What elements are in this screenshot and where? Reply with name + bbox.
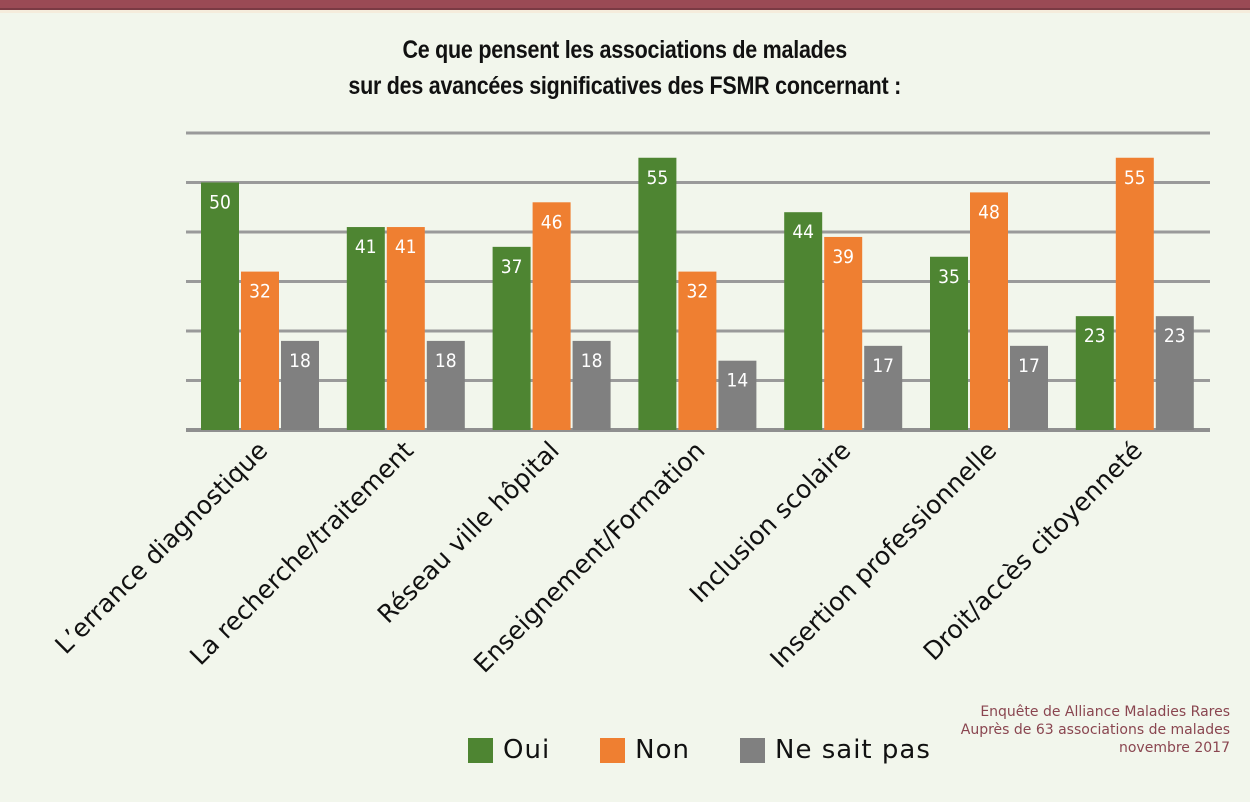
bar-oui-2 [492, 246, 531, 430]
chart-title-line1: Ce que pensent les associations de malad… [402, 36, 848, 64]
data-label-oui-0: 50 [209, 192, 231, 214]
bar-ne-sait-pas-4 [864, 345, 903, 430]
bars [201, 157, 1194, 430]
bar-ne-sait-pas-2 [572, 340, 611, 430]
data-label-ne-sait-pas-6: 23 [1164, 325, 1186, 347]
legend: Oui Non Ne sait pas [468, 735, 981, 765]
data-label-non-0: 32 [249, 281, 271, 303]
data-label-oui-5: 35 [938, 266, 960, 288]
bar-non-0 [241, 271, 279, 430]
data-label-non-2: 46 [541, 211, 563, 233]
legend-label-oui: Oui [503, 735, 551, 765]
source-line-2: Auprès de 63 associations de malades [960, 722, 1230, 738]
bar-non-2 [532, 202, 571, 430]
chart-title-line2: sur des avancées significatives des FSMR… [348, 72, 902, 100]
bar-oui-1 [346, 227, 385, 430]
data-label-non-4: 39 [832, 246, 854, 268]
data-label-non-1: 41 [395, 236, 417, 258]
x-tick-label-4: Inclusion scolaire [684, 436, 857, 609]
top-banner [0, 0, 1250, 10]
legend-label-ne-sait-pas: Ne sait pas [775, 735, 931, 765]
bar-oui-5 [930, 256, 968, 430]
source-line-1: Enquête de Alliance Maladies Rares [980, 704, 1230, 720]
legend-label-non: Non [635, 735, 691, 765]
bar-non-3 [678, 271, 717, 430]
data-label-ne-sait-pas-0: 18 [289, 350, 311, 372]
legend-item-non: Non [600, 735, 690, 765]
data-label-ne-sait-pas-4: 17 [872, 355, 894, 377]
bar-oui-0 [201, 182, 239, 430]
bar-oui-4 [784, 212, 823, 430]
data-label-oui-2: 37 [501, 256, 523, 278]
data-label-non-6: 55 [1124, 167, 1146, 189]
source-note: Enquête de Alliance Maladies Rares Auprè… [961, 703, 1230, 757]
bar-non-1 [386, 227, 425, 430]
data-label-ne-sait-pas-5: 17 [1018, 355, 1040, 377]
legend-item-ne-sait-pas: Ne sait pas [740, 735, 931, 765]
bar-ne-sait-pas-1 [426, 340, 465, 430]
data-label-oui-3: 55 [647, 167, 669, 189]
x-tick-label-3: Enseignement/Formation [468, 436, 711, 679]
bar-ne-sait-pas-0 [281, 340, 319, 430]
source-line-3: novembre 2017 [1118, 740, 1230, 756]
bar-ne-sait-pas-6 [1155, 316, 1194, 430]
bar-oui-6 [1075, 316, 1114, 430]
data-label-oui-4: 44 [792, 221, 814, 243]
bar-non-5 [970, 192, 1008, 430]
bar-non-4 [824, 236, 863, 430]
bar-ne-sait-pas-5 [1010, 345, 1048, 430]
legend-swatch-oui [468, 737, 493, 763]
data-label-non-5: 48 [978, 201, 1000, 223]
data-label-ne-sait-pas-2: 18 [581, 350, 603, 372]
legend-swatch-non [600, 737, 626, 763]
legend-item-oui: Oui [468, 735, 550, 765]
data-label-ne-sait-pas-1: 18 [435, 350, 457, 372]
data-labels: 50 32 18 41 41 18 37 46 18 55 32 14 44 39 17 35 48 17 23 55… [209, 167, 1186, 392]
legend-swatch-ne-sait-pas [740, 737, 766, 763]
data-label-non-3: 32 [687, 281, 709, 303]
bar-ne-sait-pas-3 [718, 360, 757, 430]
data-label-oui-1: 41 [355, 236, 377, 258]
data-label-ne-sait-pas-3: 14 [727, 370, 749, 392]
top-banner-divider [0, 10, 1250, 13]
bar-non-6 [1115, 157, 1154, 430]
bar-oui-3 [638, 157, 677, 430]
data-label-oui-6: 23 [1084, 325, 1106, 347]
